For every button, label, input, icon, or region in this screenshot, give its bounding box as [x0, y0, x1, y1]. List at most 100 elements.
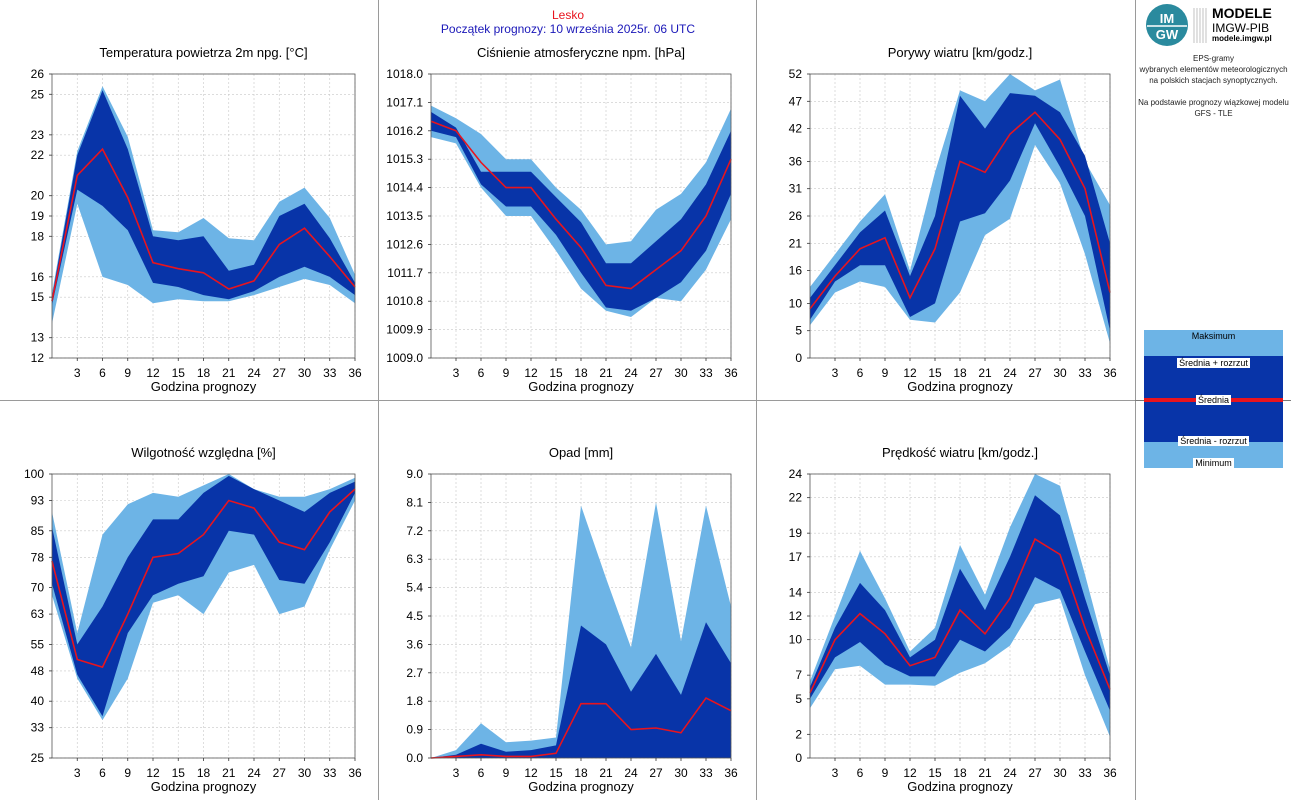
chart-1-xtick: 36 — [348, 366, 362, 380]
chart-6-xtick: 12 — [903, 766, 917, 780]
logo-mark-bottom: GW — [1156, 27, 1179, 42]
chart-1-title: Temperatura powietrza 2m npg. [°C] — [99, 45, 307, 60]
chart-4-xtick: 24 — [247, 766, 261, 780]
chart-5-ytick: 4.5 — [406, 609, 423, 623]
chart-2-title: Ciśnienie atmosferyczne npm. [hPa] — [477, 45, 685, 60]
chart-3-xtick: 6 — [857, 366, 864, 380]
chart-3-spread-band — [810, 93, 1110, 331]
chart-5-xtick: 27 — [649, 766, 663, 780]
chart-6-ytick: 10 — [789, 633, 803, 647]
chart-1-xtick: 9 — [124, 366, 131, 380]
chart-3-xtick: 36 — [1103, 366, 1117, 380]
chart-6-xtick: 15 — [928, 766, 942, 780]
logo-line2: IMGW-PIB — [1212, 21, 1270, 35]
info-line1: EPS-gramy — [1193, 54, 1234, 63]
chart-6-ytick: 2 — [795, 727, 802, 741]
chart-3-ytick: 10 — [789, 296, 803, 310]
chart-2-range-band — [431, 105, 731, 317]
chart-5-xlabel: Godzina prognozy — [528, 779, 634, 794]
chart-2-ytick: 1015.3 — [386, 152, 423, 166]
chart-4-ytick: 63 — [31, 607, 45, 621]
chart-5-xtick: 12 — [524, 766, 538, 780]
chart-5-ytick: 0.9 — [406, 723, 423, 737]
chart-4-xtick: 36 — [348, 766, 362, 780]
chart-1-ytick: 12 — [31, 351, 45, 365]
chart-5-ytick: 3.6 — [406, 637, 423, 651]
chart-3-ytick: 47 — [789, 94, 803, 108]
forecast-start: Początek prognozy: 10 września 2025r. 06… — [440, 22, 696, 36]
chart-4-xtick: 18 — [197, 766, 211, 780]
legend-mean-plus: Średnia + rozrzut — [1144, 358, 1283, 368]
chart-1-ytick: 25 — [31, 87, 45, 101]
chart-1-xtick: 18 — [197, 366, 211, 380]
chart-5-xtick: 30 — [674, 766, 688, 780]
chart-5-xtick: 3 — [453, 766, 460, 780]
chart-4-ytick: 55 — [31, 637, 45, 651]
chart-4-mean-line — [51, 488, 356, 669]
chart-3-ytick: 26 — [789, 209, 803, 223]
chart-5-title: Opad [mm] — [549, 445, 613, 460]
chart-1-mean-line — [51, 147, 356, 302]
legend: Maksimum Średnia + rozrzut Średnia Średn… — [1144, 330, 1283, 468]
info-line4: Na podstawie prognozy wiązkowej modelu — [1138, 98, 1289, 107]
chart-2-xtick: 6 — [478, 366, 485, 380]
chart-6-xtick: 30 — [1053, 766, 1067, 780]
station-name: Lesko — [551, 8, 585, 22]
chart-5-mean-line — [430, 696, 732, 759]
legend-min: Minimum — [1144, 458, 1283, 468]
chart-2-xtick: 33 — [699, 366, 713, 380]
chart-4-xlabel: Godzina prognozy — [151, 779, 257, 794]
chart-4-ytick: 93 — [31, 494, 45, 508]
chart-5-xtick: 33 — [699, 766, 713, 780]
chart-3-title: Porywy wiatru [km/godz.] — [888, 45, 1033, 60]
chart-1-ytick: 18 — [31, 229, 45, 243]
chart-6-ytick: 7 — [795, 668, 802, 682]
chart-5: 0.00.91.82.73.64.55.46.37.28.19.03 6 9 12 15… — [406, 445, 738, 794]
legend-mean-minus-label: Średnia - rozrzut — [1178, 436, 1249, 446]
legend-mean-label: Średnia — [1195, 395, 1232, 405]
chart-2-xtick: 30 — [674, 366, 688, 380]
chart-6-xtick: 27 — [1028, 766, 1042, 780]
chart-6-mean-line — [809, 537, 1111, 694]
chart-5-xtick: 21 — [599, 766, 613, 780]
chart-2-xtick: 21 — [599, 366, 613, 380]
chart-4-ytick: 100 — [24, 467, 44, 481]
chart-3-xtick: 18 — [953, 366, 967, 380]
chart-6-ytick: 22 — [789, 491, 803, 505]
chart-1-xtick: 24 — [247, 366, 261, 380]
chart-4-ytick: 78 — [31, 550, 45, 564]
legend-outer-top — [1144, 330, 1283, 356]
chart-4-ytick: 33 — [31, 721, 45, 735]
chart-4-spread-band — [52, 475, 355, 717]
chart-6-ytick: 14 — [789, 585, 803, 599]
logo-line3: modele.imgw.pl — [1212, 34, 1272, 43]
chart-4-xtick: 30 — [298, 766, 312, 780]
chart-4-xtick: 3 — [74, 766, 81, 780]
chart-5-ytick: 8.1 — [406, 495, 423, 509]
chart-1-xtick: 15 — [172, 366, 186, 380]
chart-5-xtick: 24 — [624, 766, 638, 780]
chart-6-xtick: 6 — [857, 766, 864, 780]
chart-1-xtick: 21 — [222, 366, 236, 380]
legend-mean: Średnia — [1144, 395, 1283, 405]
chart-2-spread-band — [431, 111, 731, 311]
chart-4-ytick: 25 — [31, 751, 45, 765]
chart-4-xtick: 12 — [146, 766, 160, 780]
legend-mean-plus-label: Średnia + rozrzut — [1177, 358, 1250, 368]
chart-6-xtick: 24 — [1003, 766, 1017, 780]
chart-3-xtick: 24 — [1003, 366, 1017, 380]
chart-1-ytick: 23 — [31, 128, 45, 142]
chart-4-xtick: 33 — [323, 766, 337, 780]
chart-3-ytick: 16 — [789, 264, 803, 278]
chart-3-ytick: 21 — [789, 236, 803, 250]
chart-1-ytick: 13 — [31, 331, 45, 345]
chart-5-xtick: 6 — [478, 766, 485, 780]
chart-1-ytick: 16 — [31, 270, 45, 284]
chart-1-xtick: 27 — [273, 366, 287, 380]
chart-4-xtick: 15 — [172, 766, 186, 780]
chart-2-xlabel: Godzina prognozy — [528, 379, 634, 394]
